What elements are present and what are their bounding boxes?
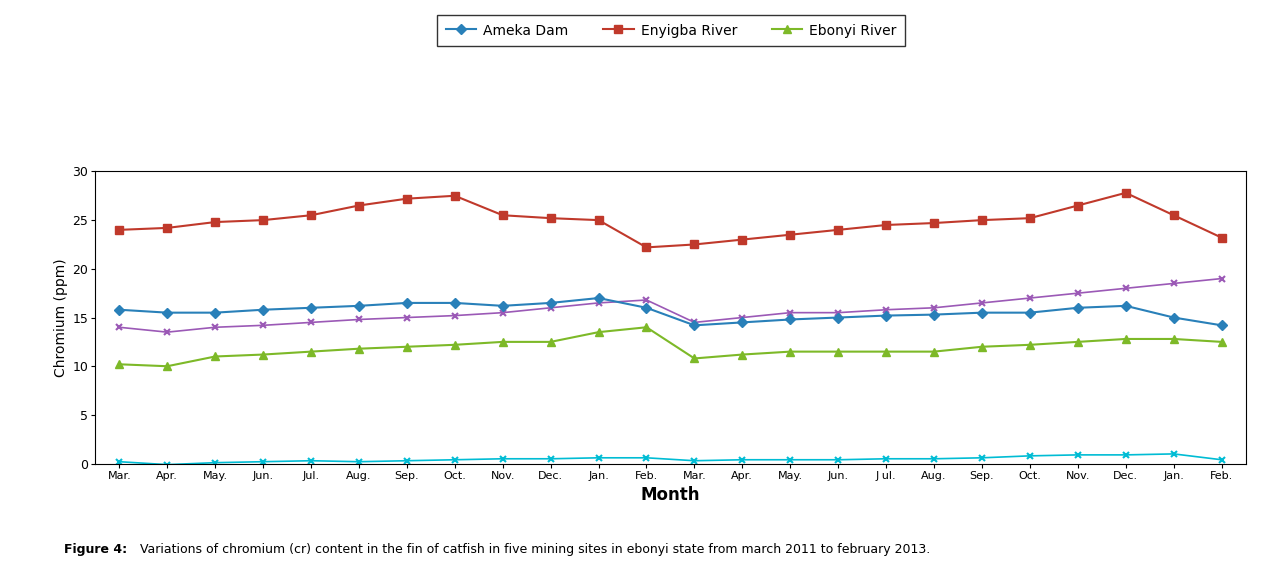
- Ameka Dam: [830, 314, 845, 321]
- Enyigba River: [1070, 202, 1085, 209]
- Ebonyi River: [255, 351, 271, 358]
- Ebonyi River: [496, 338, 511, 345]
- Ameka Dam: [160, 309, 175, 316]
- Enyigba River: [1022, 215, 1037, 221]
- Enyigba River: [783, 232, 798, 238]
- Ebonyi River: [591, 329, 606, 336]
- Ameka Dam: [1118, 302, 1134, 309]
- Ameka Dam: [112, 306, 127, 313]
- Line: Ebonyi River: Ebonyi River: [116, 324, 1225, 370]
- Ameka Dam: [878, 312, 894, 319]
- Ebonyi River: [783, 348, 798, 355]
- Ebonyi River: [975, 343, 990, 350]
- Ebonyi River: [1022, 342, 1037, 348]
- Ameka Dam: [591, 294, 606, 301]
- Enyigba River: [1166, 212, 1181, 219]
- Line: Ameka Dam: Ameka Dam: [116, 294, 1225, 329]
- Ameka Dam: [255, 306, 271, 313]
- Ebonyi River: [830, 348, 845, 355]
- Ameka Dam: [1022, 309, 1037, 316]
- Enyigba River: [160, 225, 175, 232]
- Ebonyi River: [1214, 338, 1229, 345]
- Enyigba River: [927, 220, 942, 226]
- Ebonyi River: [1118, 336, 1134, 342]
- Ebonyi River: [878, 348, 894, 355]
- Enyigba River: [399, 196, 414, 202]
- Ebonyi River: [112, 361, 127, 368]
- Enyigba River: [830, 226, 845, 233]
- Enyigba River: [735, 236, 750, 243]
- Ebonyi River: [351, 345, 366, 352]
- Enyigba River: [304, 212, 319, 219]
- Ebonyi River: [1166, 336, 1181, 342]
- Y-axis label: Chromium (ppm): Chromium (ppm): [55, 258, 69, 377]
- Ameka Dam: [927, 311, 942, 318]
- Ebonyi River: [927, 348, 942, 355]
- Ameka Dam: [783, 316, 798, 323]
- Ameka Dam: [399, 300, 414, 306]
- Ameka Dam: [1166, 314, 1181, 321]
- Ameka Dam: [304, 305, 319, 311]
- Enyigba River: [1214, 234, 1229, 241]
- Enyigba River: [255, 217, 271, 224]
- Enyigba River: [686, 241, 702, 248]
- Ebonyi River: [160, 363, 175, 370]
- Ebonyi River: [447, 342, 463, 348]
- Ameka Dam: [1214, 322, 1229, 329]
- Ebonyi River: [543, 338, 558, 345]
- Enyigba River: [112, 226, 127, 233]
- Ameka Dam: [207, 309, 222, 316]
- Enyigba River: [878, 221, 894, 228]
- Ameka Dam: [735, 319, 750, 326]
- Ebonyi River: [207, 353, 222, 360]
- Ameka Dam: [543, 300, 558, 306]
- Ameka Dam: [975, 309, 990, 316]
- Enyigba River: [639, 244, 655, 251]
- Ebonyi River: [735, 351, 750, 358]
- Ameka Dam: [1070, 305, 1085, 311]
- Enyigba River: [543, 215, 558, 221]
- Enyigba River: [591, 217, 606, 224]
- Ebonyi River: [304, 348, 319, 355]
- Enyigba River: [975, 217, 990, 224]
- Ameka Dam: [447, 300, 463, 306]
- Ameka Dam: [496, 302, 511, 309]
- Ebonyi River: [686, 355, 702, 362]
- Legend: Ameka Dam, Enyigba River, Ebonyi River: Ameka Dam, Enyigba River, Ebonyi River: [437, 15, 905, 46]
- Line: Enyigba River: Enyigba River: [116, 189, 1225, 251]
- Ebonyi River: [399, 343, 414, 350]
- Text: Figure 4:: Figure 4:: [64, 543, 127, 556]
- Enyigba River: [496, 212, 511, 219]
- Ebonyi River: [639, 324, 655, 330]
- Ameka Dam: [686, 322, 702, 329]
- Enyigba River: [207, 219, 222, 225]
- Text: Variations of chromium (cr) content in the fin of catfish in five mining sites i: Variations of chromium (cr) content in t…: [136, 543, 930, 556]
- Ameka Dam: [351, 302, 366, 309]
- Enyigba River: [351, 202, 366, 209]
- Ebonyi River: [1070, 338, 1085, 345]
- Enyigba River: [1118, 189, 1134, 196]
- Ameka Dam: [639, 305, 655, 311]
- X-axis label: Month: Month: [641, 486, 700, 504]
- Enyigba River: [447, 192, 463, 199]
